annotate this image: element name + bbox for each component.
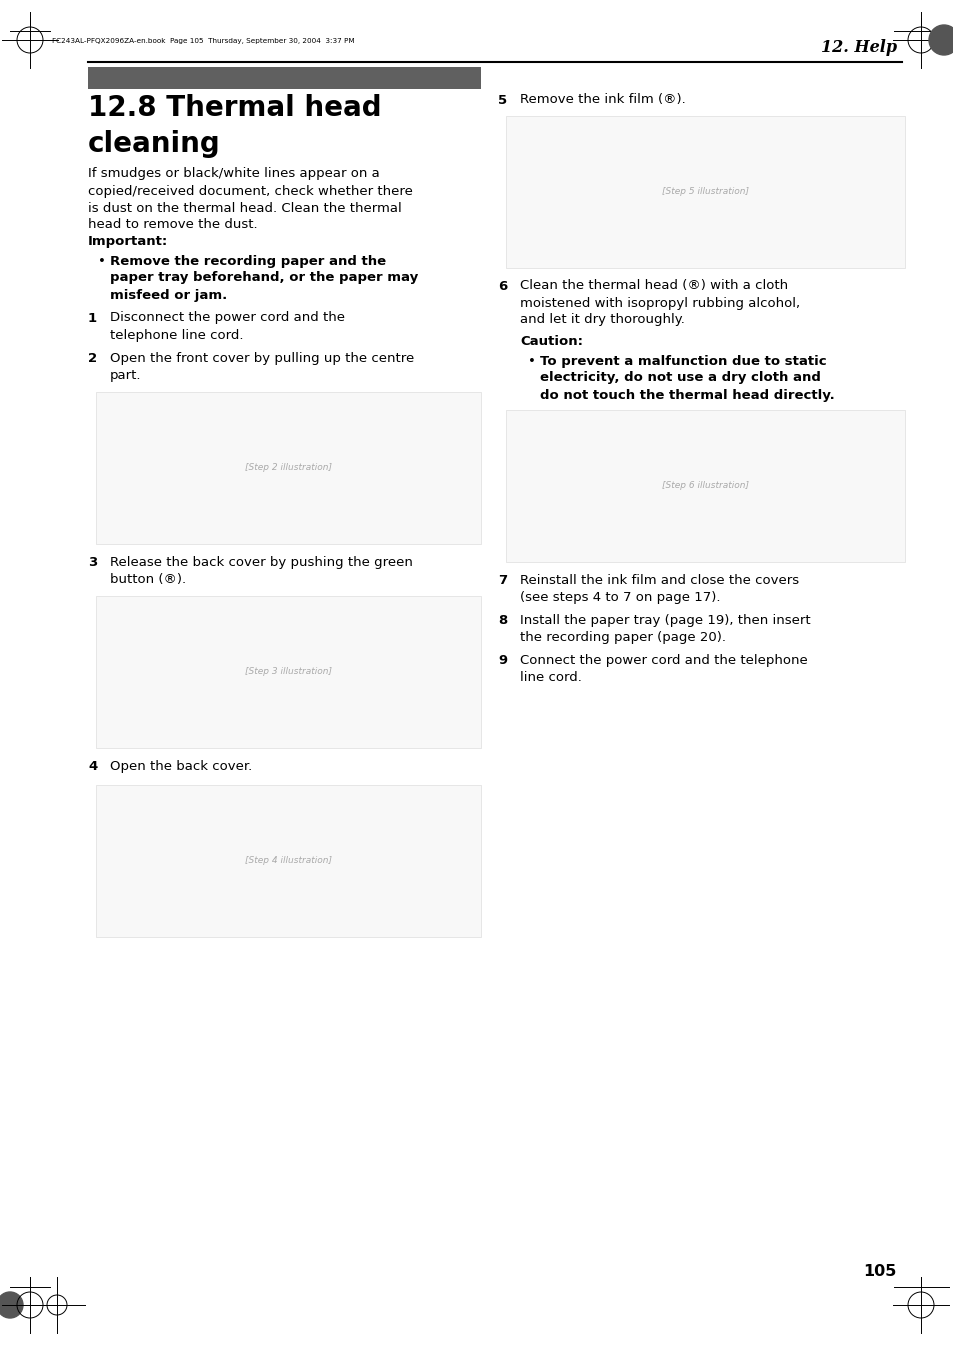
Text: Reinstall the ink film and close the covers
(see steps 4 to 7 on page 17).: Reinstall the ink film and close the cov… — [519, 574, 799, 604]
Text: 4: 4 — [88, 759, 97, 773]
Text: Open the front cover by pulling up the centre
part.: Open the front cover by pulling up the c… — [110, 351, 414, 381]
Text: 8: 8 — [497, 613, 507, 627]
Text: Remove the ink film (®).: Remove the ink film (®). — [519, 93, 685, 107]
Text: [Step 3 illustration]: [Step 3 illustration] — [245, 667, 332, 676]
Text: To prevent a malfunction due to static
electricity, do not use a dry cloth and
d: To prevent a malfunction due to static e… — [539, 354, 834, 401]
Text: •: • — [528, 354, 536, 367]
Text: 7: 7 — [497, 574, 507, 586]
Text: cleaning: cleaning — [88, 130, 220, 158]
Text: Open the back cover.: Open the back cover. — [110, 759, 252, 773]
Text: [Step 2 illustration]: [Step 2 illustration] — [245, 463, 332, 471]
Text: Clean the thermal head (®) with a cloth
moistened with isopropyl rubbing alcohol: Clean the thermal head (®) with a cloth … — [519, 280, 800, 327]
Text: Install the paper tray (page 19), then insert
the recording paper (page 20).: Install the paper tray (page 19), then i… — [519, 613, 810, 643]
Circle shape — [928, 26, 953, 55]
Text: [Step 6 illustration]: [Step 6 illustration] — [661, 481, 748, 490]
Text: [Step 5 illustration]: [Step 5 illustration] — [661, 186, 748, 196]
Text: 5: 5 — [497, 93, 507, 107]
Text: 9: 9 — [497, 654, 507, 666]
Text: 12.8 Thermal head: 12.8 Thermal head — [88, 93, 381, 122]
Text: 6: 6 — [497, 280, 507, 293]
Bar — [506, 409, 904, 562]
Text: 3: 3 — [88, 555, 97, 569]
Text: Caution:: Caution: — [519, 335, 583, 347]
Text: FC243AL-PFQX2096ZA-en.book  Page 105  Thursday, September 30, 2004  3:37 PM: FC243AL-PFQX2096ZA-en.book Page 105 Thur… — [52, 38, 355, 45]
Text: 12. Help: 12. Help — [820, 39, 896, 55]
Text: 1: 1 — [88, 312, 97, 324]
Bar — [506, 115, 904, 267]
Bar — [88, 68, 481, 89]
Circle shape — [0, 1292, 23, 1319]
Text: [Step 4 illustration]: [Step 4 illustration] — [245, 857, 332, 865]
Bar — [96, 596, 481, 747]
Text: If smudges or black/white lines appear on a
copied/received document, check whet: If smudges or black/white lines appear o… — [88, 168, 413, 231]
Text: Connect the power cord and the telephone
line cord.: Connect the power cord and the telephone… — [519, 654, 807, 684]
Text: •: • — [98, 254, 106, 267]
Bar — [96, 785, 481, 936]
Text: 105: 105 — [862, 1265, 896, 1279]
Text: Release the back cover by pushing the green
button (®).: Release the back cover by pushing the gr… — [110, 555, 413, 585]
Text: Important:: Important: — [88, 235, 168, 247]
Text: 2: 2 — [88, 351, 97, 365]
Bar — [96, 392, 481, 543]
Text: Remove the recording paper and the
paper tray beforehand, or the paper may
misfe: Remove the recording paper and the paper… — [110, 254, 417, 301]
Text: Disconnect the power cord and the
telephone line cord.: Disconnect the power cord and the teleph… — [110, 312, 345, 342]
